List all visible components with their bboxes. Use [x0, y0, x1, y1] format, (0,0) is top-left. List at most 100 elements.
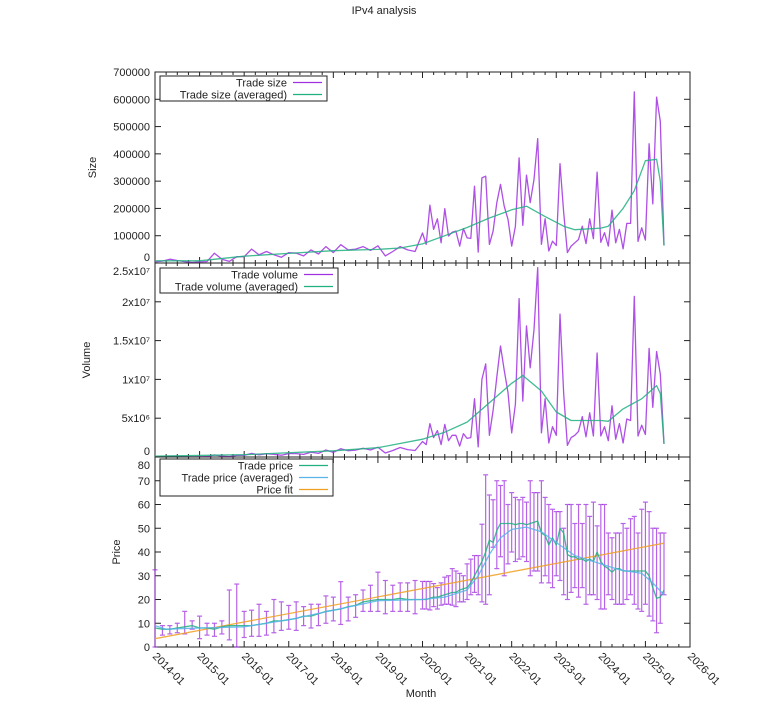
error-bar: [159, 625, 165, 636]
error-bar: [642, 501, 648, 605]
x-tick-label: 2024-01: [596, 651, 633, 688]
error-bar: [628, 518, 634, 596]
error-bar: [390, 584, 396, 612]
error-bar: [531, 492, 537, 572]
error-bar: [234, 583, 240, 648]
y-tick-label: 1x10⁷: [122, 374, 150, 386]
legend-box: [159, 75, 328, 102]
error-bar: [602, 503, 608, 610]
legend-label: Price fit: [256, 485, 293, 497]
error-bar: [505, 503, 511, 565]
series-line-trade-price: [154, 520, 665, 630]
error-bar: [624, 527, 630, 601]
error-bar: [576, 503, 582, 598]
error-bar: [605, 532, 611, 596]
y-axis-label: Size: [87, 157, 99, 178]
error-bar: [286, 604, 292, 630]
error-bar: [420, 580, 425, 610]
error-bar: [646, 511, 652, 617]
error-bar: [382, 579, 388, 615]
error-bar: [464, 563, 470, 601]
error-bar: [583, 503, 589, 605]
error-bar: [609, 537, 615, 601]
error-bar: [498, 484, 504, 558]
y-tick-label: 20: [138, 595, 150, 607]
y-tick-label: 500000: [113, 122, 150, 134]
error-bar: [472, 554, 478, 593]
x-tick-label: 2022-01: [507, 651, 544, 688]
error-bar: [479, 523, 485, 603]
error-bar: [631, 515, 637, 605]
y-tick-label: 2.5x10⁷: [113, 266, 150, 278]
error-bar: [226, 589, 232, 641]
error-bar: [579, 522, 585, 589]
error-bar: [568, 503, 574, 593]
error-bar: [427, 580, 433, 611]
series-line-price-fit: [154, 542, 665, 640]
y-tick-label: 70: [138, 476, 150, 488]
error-bar: [453, 570, 459, 608]
error-bar: [397, 582, 403, 612]
error-bar: [524, 501, 530, 563]
error-bar: [494, 480, 500, 570]
x-tick-label: 2020-01: [417, 651, 454, 688]
error-bar: [457, 572, 463, 603]
legend-box: [159, 267, 339, 294]
y-tick-label: 0: [144, 446, 150, 458]
panel-volume: 0 5x10⁶ 1x10⁷ 1.5x10⁷ 2x10⁷ 2.5x10⁷ Volume Trad…: [81, 262, 691, 458]
error-bar: [516, 499, 522, 560]
error-bar: [375, 571, 381, 612]
y-tick-label: 80: [138, 460, 150, 472]
y-tick-label: 100000: [113, 231, 150, 243]
error-bar: [431, 582, 437, 608]
x-tick-label: 2019-01: [373, 651, 410, 688]
panel-size: 0 100000 200000 300000 400000 500000 600000 700…: [87, 67, 691, 264]
legend-label: Trade volume (averaged): [175, 282, 298, 294]
series-line-trade-price-averaged: [154, 526, 665, 630]
y-tick-label: 300000: [113, 176, 150, 188]
y-tick-label: 50: [138, 523, 150, 535]
error-bar: [483, 474, 489, 605]
series-line-trade-volume: [154, 267, 665, 458]
legend-label: Trade price (averaged): [182, 473, 293, 485]
x-tick-label: 2014-01: [150, 651, 187, 688]
error-bar: [468, 558, 474, 596]
error-bar: [587, 515, 593, 596]
error-bar: [241, 610, 247, 639]
y-tick-label: 10: [138, 618, 150, 630]
y-axis-label: Volume: [81, 342, 93, 379]
y-tick-label: 0: [144, 642, 150, 654]
y-tick-label: 200000: [113, 203, 150, 215]
y-tick-label: 400000: [113, 149, 150, 161]
error-bar: [657, 532, 663, 624]
x-tick-label: 2015-01: [194, 651, 231, 688]
error-bar: [550, 508, 556, 589]
error-bar: [438, 582, 444, 606]
error-bar: [323, 595, 329, 624]
error-bar: [446, 575, 452, 605]
error-bar: [249, 609, 255, 637]
x-tick-label: 2026-01: [685, 651, 722, 688]
error-bar: [557, 511, 563, 582]
error-bar: [278, 601, 284, 631]
y-tick-label: 700000: [113, 67, 150, 79]
error-bar: [620, 522, 626, 605]
error-bar: [345, 596, 351, 622]
error-bar: [501, 480, 507, 577]
x-tick-label: 2017-01: [284, 651, 321, 688]
error-bar: [590, 501, 596, 596]
error-bar: [442, 576, 448, 605]
legend-label: Trade size: [236, 78, 287, 90]
x-tick-label: 2016-01: [239, 651, 276, 688]
error-bar: [330, 596, 336, 622]
series-line-trade-volume-averaged: [154, 374, 665, 457]
error-bar: [256, 603, 262, 637]
error-bar: [360, 589, 366, 612]
x-tick-label: 2025-01: [640, 651, 677, 688]
error-bar: [152, 569, 158, 648]
x-tick-label: 2018-01: [328, 651, 365, 688]
